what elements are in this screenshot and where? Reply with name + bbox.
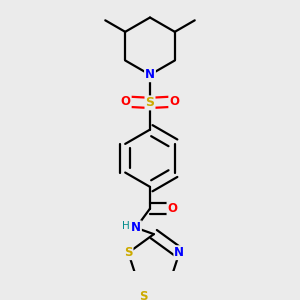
Text: O: O: [169, 95, 179, 108]
Text: O: O: [167, 202, 178, 215]
Text: N: N: [174, 246, 184, 259]
Text: H: H: [122, 221, 130, 231]
Text: S: S: [139, 290, 148, 300]
Text: N: N: [131, 221, 141, 234]
Text: S: S: [146, 96, 154, 110]
Text: N: N: [145, 68, 155, 81]
Text: S: S: [124, 246, 133, 259]
Text: O: O: [121, 95, 131, 108]
